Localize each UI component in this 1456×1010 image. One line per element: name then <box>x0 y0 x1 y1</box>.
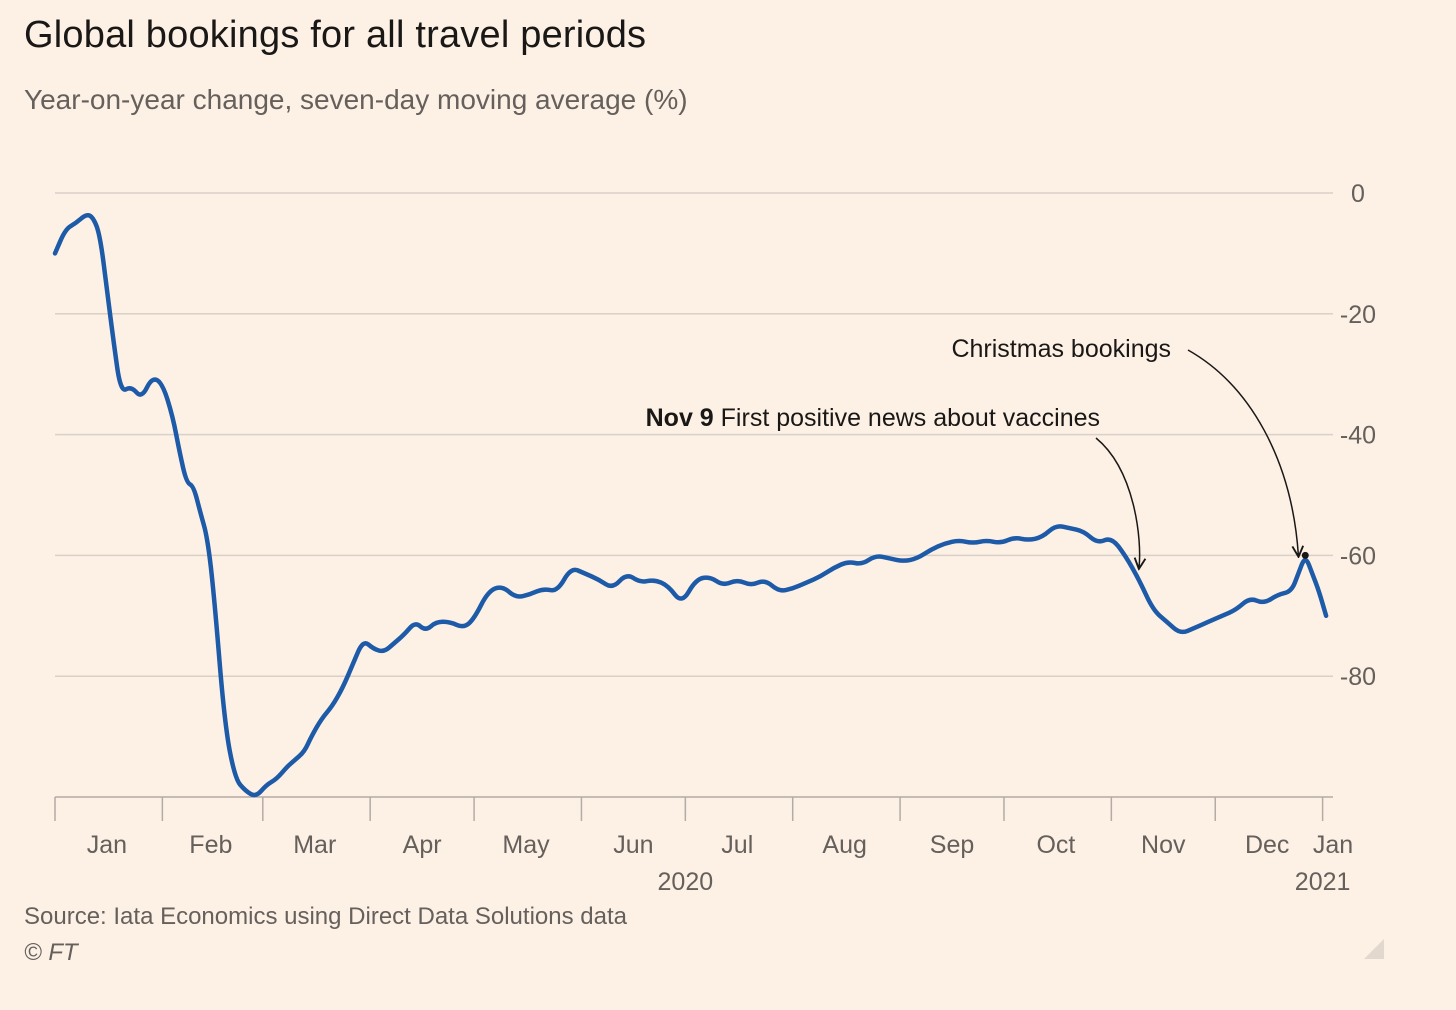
annotation-christmas: Christmas bookings <box>951 335 1171 363</box>
annotation-text: First positive news about vaccines <box>714 404 1100 432</box>
y-tick-label: -40 <box>1340 422 1376 450</box>
x-tick-label: Dec <box>1245 831 1289 859</box>
annotation-arrow <box>1187 349 1298 556</box>
copyright-note: © FT <box>24 939 78 966</box>
annotation-arrow <box>1095 437 1140 568</box>
series-line <box>52 212 1329 798</box>
annotation-vaccine-news: Nov 9 First positive news about vaccines <box>646 404 1100 432</box>
x-tick-label: Jun <box>613 831 653 859</box>
y-tick-label: -20 <box>1340 301 1376 329</box>
x-tick-label: Oct <box>1036 831 1075 859</box>
x-year-label: 2020 <box>658 868 714 896</box>
annotation-dot <box>1301 551 1309 559</box>
x-tick-label: Mar <box>293 831 336 859</box>
x-tick-label: May <box>502 831 550 859</box>
x-year-label: 2021 <box>1295 868 1351 896</box>
x-tick-label: Aug <box>822 831 866 859</box>
resize-corner-icon <box>1364 939 1384 959</box>
x-tick-label: Feb <box>189 831 232 859</box>
y-tick-label: -80 <box>1340 663 1376 691</box>
chart-subtitle: Year-on-year change, seven-day moving av… <box>24 84 688 115</box>
x-tick-label: Sep <box>930 831 974 859</box>
x-tick-label: Jul <box>721 831 753 859</box>
chart-title: Global bookings for all travel periods <box>24 14 647 56</box>
x-tick-label: Apr <box>403 831 442 859</box>
x-tick-label: Jan <box>87 831 127 859</box>
x-tick-label: Jan <box>1313 831 1353 859</box>
x-tick-label: Nov <box>1141 831 1186 859</box>
annotation-date: Nov 9 <box>646 404 714 432</box>
source-note: Source: Iata Economics using Direct Data… <box>24 903 627 930</box>
y-tick-label: -60 <box>1340 542 1376 570</box>
y-tick-label: 0 <box>1351 180 1365 208</box>
